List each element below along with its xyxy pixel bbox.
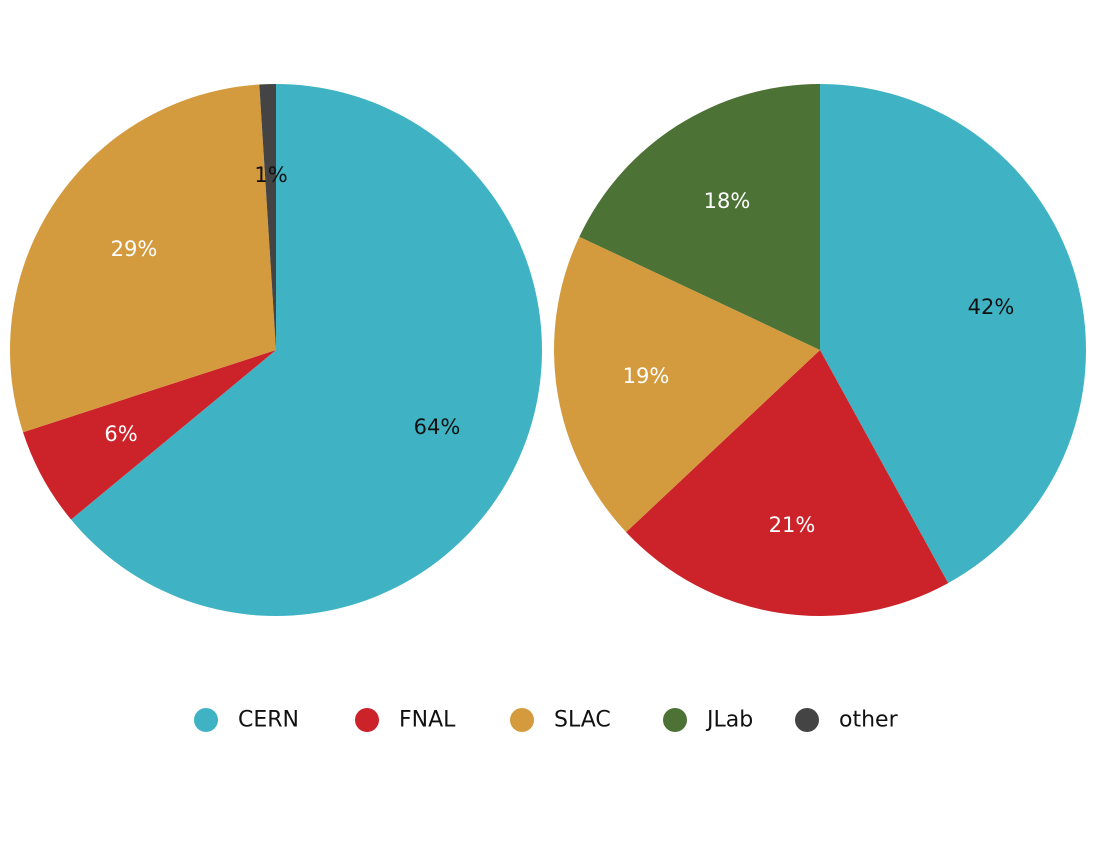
right-pie-slice-jlab: [579, 84, 820, 350]
left-pie-slice-slac: [9, 84, 276, 433]
legend-label-slac: SLAC: [554, 708, 611, 733]
left-pie-label-other: 1%: [254, 163, 287, 187]
legend-label-cern: CERN: [238, 708, 299, 733]
legend-label-fnal: FNAL: [399, 708, 456, 733]
left-pie-label-fnal: 6%: [104, 422, 137, 446]
legend-marker-cern: [194, 708, 218, 732]
pie-chart-right: 42% 21% 19% 18%: [554, 84, 1087, 617]
right-pie-label-slac: 19%: [623, 364, 670, 388]
left-pie-label-slac: 29%: [111, 237, 158, 261]
left-pie-label-cern: 64%: [414, 415, 461, 439]
left-pie-slice-cern: [71, 84, 543, 617]
right-pie-slice-cern: [820, 84, 1087, 584]
legend-marker-other: [795, 708, 819, 732]
left-pie-slice-other: [259, 83, 276, 350]
right-pie-slice-slac: [554, 236, 820, 533]
pie-chart-left: 64% 6% 29% 1%: [9, 83, 543, 617]
legend-label-jlab: JLab: [705, 708, 753, 733]
legend-marker-jlab: [663, 708, 687, 732]
right-pie-label-fnal: 21%: [769, 513, 816, 537]
left-pie-slice-fnal: [23, 350, 276, 520]
right-pie-slice-fnal: [626, 350, 949, 617]
right-pie-label-jlab: 18%: [704, 189, 751, 213]
legend: CERN FNAL SLAC JLab other: [194, 708, 899, 733]
legend-label-other: other: [839, 708, 899, 733]
right-pie-label-cern: 42%: [968, 295, 1015, 319]
legend-marker-slac: [510, 708, 534, 732]
legend-marker-fnal: [355, 708, 379, 732]
